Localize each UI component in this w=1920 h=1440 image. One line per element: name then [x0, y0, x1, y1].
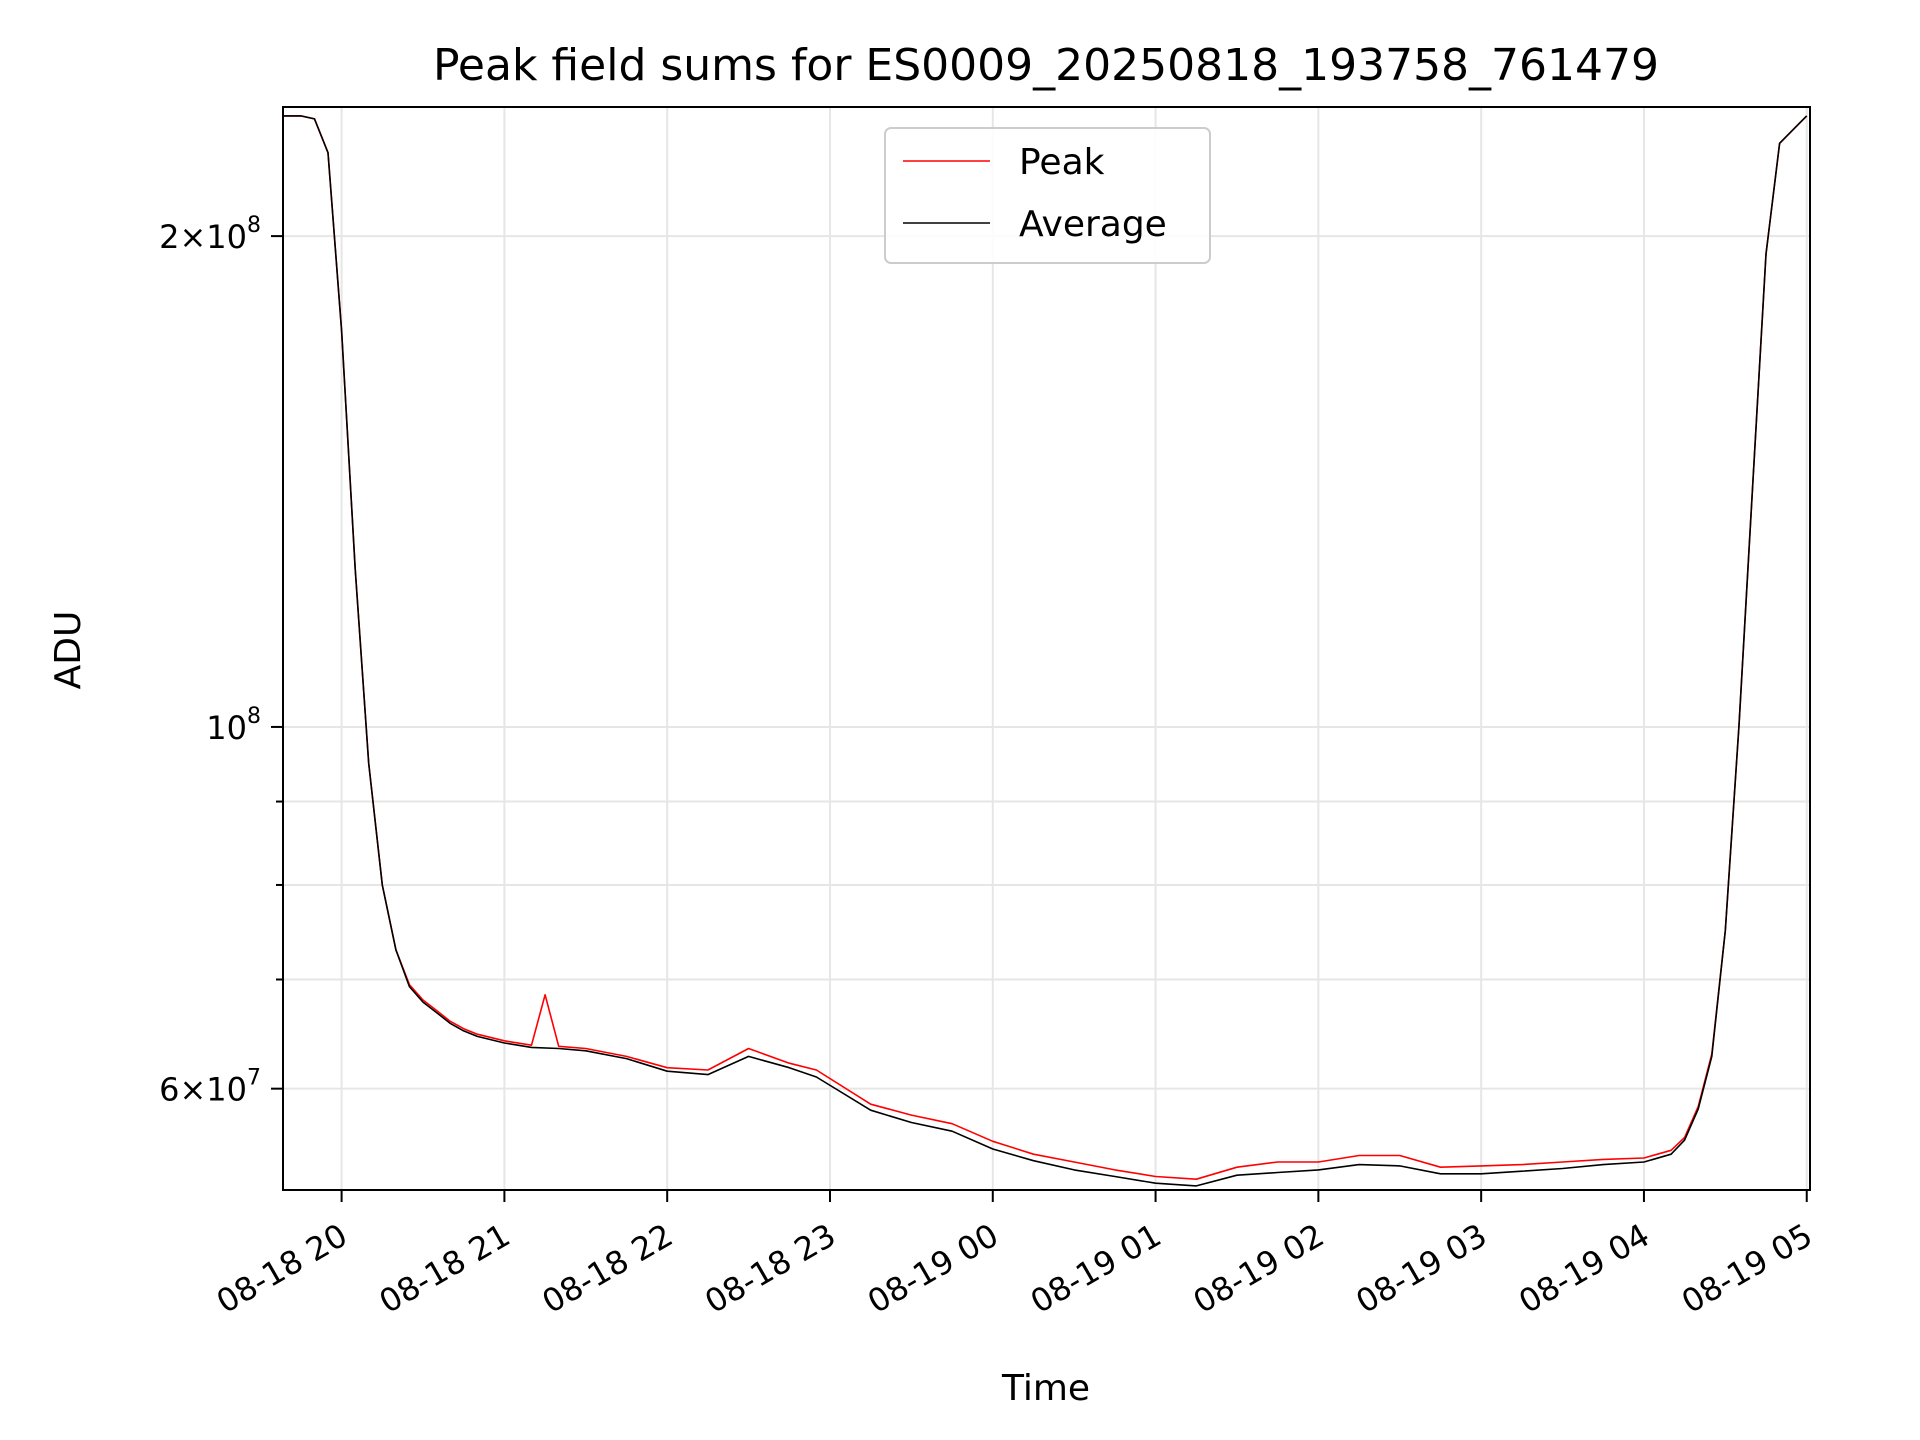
series-line-peak — [283, 115, 1808, 1180]
x-tick-label: 08-19 01 — [1024, 1216, 1168, 1321]
x-tick-label: 08-19 02 — [1187, 1216, 1331, 1321]
x-tick-label: 08-18 20 — [210, 1216, 354, 1321]
grid — [283, 107, 1810, 1190]
x-tick-label: 08-18 21 — [373, 1216, 517, 1321]
plot-frame — [282, 106, 1811, 1191]
x-axis: 08-18 20 08-18 21 08-18 22 08-18 23 08-19 00… — [210, 1190, 1819, 1321]
x-tick-label: 08-19 05 — [1675, 1216, 1819, 1321]
y-tick-label: 108 — [206, 704, 261, 747]
y-axis-label: ADU — [48, 611, 89, 690]
series-layer — [283, 115, 1808, 1187]
x-tick-label: 08-18 23 — [698, 1216, 842, 1321]
legend-peak-label: Peak — [1019, 142, 1105, 183]
series-line-average — [283, 115, 1808, 1187]
legend: Peak Average — [884, 127, 1211, 264]
x-tick-label: 08-19 03 — [1350, 1216, 1494, 1321]
y-axis: 6×107 108 2×108 — [159, 213, 283, 1109]
y-tick-label: 2×108 — [159, 213, 261, 256]
x-tick-label: 08-19 00 — [861, 1216, 1005, 1321]
x-tick-label: 08-19 04 — [1512, 1216, 1656, 1321]
legend-average-label: Average — [1019, 204, 1167, 245]
chart-title: Peak field sums for ES0009_20250818_1937… — [433, 40, 1659, 91]
x-axis-label: Time — [1001, 1368, 1090, 1409]
y-tick-label: 6×107 — [159, 1066, 261, 1109]
x-tick-label: 08-18 22 — [536, 1216, 680, 1321]
